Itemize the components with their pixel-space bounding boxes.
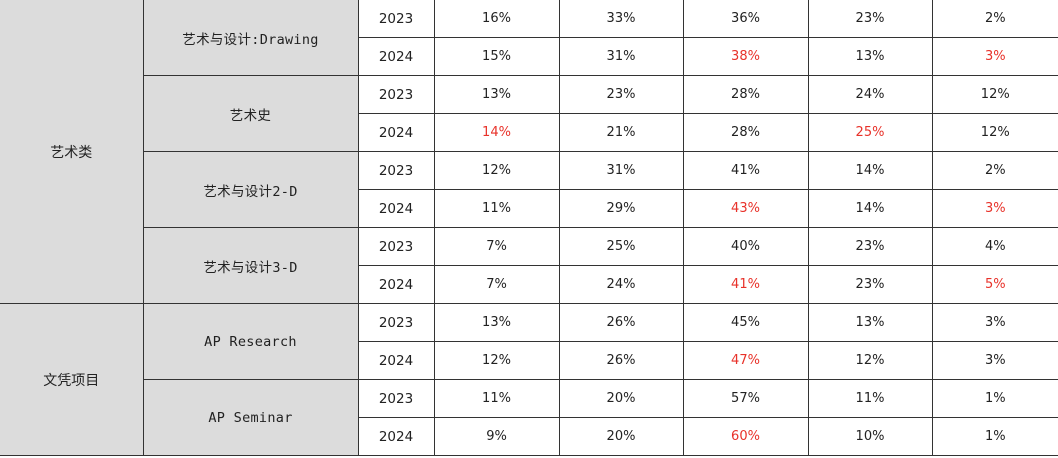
- table-row: 艺术与设计2-D 2023 12% 31% 41% 14% 2%: [0, 151, 1058, 228]
- percentage-cell: 31%: [558, 151, 683, 190]
- percentage-cell: 13%: [807, 303, 932, 342]
- percentage-cell: 26%: [558, 341, 683, 380]
- percentage-cell: 25%: [807, 113, 932, 152]
- percentage-cell: 2%: [931, 0, 1058, 38]
- percentage-cell: 13%: [807, 37, 932, 76]
- year-cell: 2024: [357, 417, 434, 456]
- percentage-cell: 60%: [682, 417, 808, 456]
- percentage-cell: 36%: [682, 0, 808, 38]
- percentage-cell: 11%: [433, 189, 559, 228]
- percentage-cell: 45%: [682, 303, 808, 342]
- category-cell: 艺术类: [0, 0, 143, 304]
- percentage-cell: 14%: [433, 113, 559, 152]
- percentage-cell: 2%: [931, 151, 1058, 190]
- category-cell: 文凭项目: [0, 303, 143, 456]
- percentage-cell: 43%: [682, 189, 808, 228]
- percentage-cell: 4%: [931, 227, 1058, 266]
- year-cell: 2023: [357, 0, 434, 38]
- table-row: 文凭项目 AP Research 2023 13% 26% 45% 13% 3%: [0, 303, 1058, 456]
- year-cell: 2023: [357, 303, 434, 342]
- percentage-cell: 10%: [807, 417, 932, 456]
- subject-cell: 艺术与设计:Drawing: [142, 0, 358, 76]
- percentage-cell: 23%: [558, 75, 683, 114]
- percentage-cell: 33%: [558, 0, 683, 38]
- percentage-cell: 25%: [558, 227, 683, 266]
- percentage-cell: 13%: [433, 303, 559, 342]
- year-cell: 2023: [357, 379, 434, 418]
- table-row: 2024 7% 24% 41% 23% 5%: [0, 265, 1058, 304]
- percentage-cell: 13%: [433, 75, 559, 114]
- year-cell: 2023: [357, 151, 434, 190]
- subject-cell: AP Seminar: [142, 379, 358, 456]
- percentage-cell: 12%: [807, 341, 932, 380]
- percentage-cell: 11%: [433, 379, 559, 418]
- percentage-cell: 14%: [807, 151, 932, 190]
- percentage-cell: 31%: [558, 37, 683, 76]
- percentage-cell: 41%: [682, 151, 808, 190]
- subject-cell: 艺术与设计3-D: [142, 227, 358, 304]
- percentage-cell: 23%: [807, 227, 932, 266]
- percentage-cell: 26%: [558, 303, 683, 342]
- year-cell: 2024: [357, 265, 434, 304]
- percentage-cell: 1%: [931, 379, 1058, 418]
- table-row: 艺术与设计3-D 2023 7% 25% 40% 23% 4%: [0, 227, 1058, 304]
- percentage-cell: 29%: [558, 189, 683, 228]
- percentage-cell: 12%: [931, 113, 1058, 152]
- year-cell: 2024: [357, 189, 434, 228]
- subject-cell: 艺术与设计2-D: [142, 151, 358, 228]
- year-cell: 2024: [357, 341, 434, 380]
- year-cell: 2023: [357, 227, 434, 266]
- table-row: 2024 9% 20% 60% 10% 1%: [0, 417, 1058, 456]
- percentage-cell: 23%: [807, 0, 932, 38]
- percentage-cell: 28%: [682, 113, 808, 152]
- subject-cell: 艺术史: [142, 75, 358, 152]
- table-row: 2024 12% 26% 47% 12% 3%: [0, 341, 1058, 380]
- percentage-cell: 47%: [682, 341, 808, 380]
- year-cell: 2024: [357, 37, 434, 76]
- percentage-cell: 57%: [682, 379, 808, 418]
- percentage-cell: 12%: [931, 75, 1058, 114]
- percentage-cell: 3%: [931, 189, 1058, 228]
- percentage-cell: 12%: [433, 151, 559, 190]
- percentage-cell: 5%: [931, 265, 1058, 304]
- percentage-cell: 3%: [931, 341, 1058, 380]
- table-row: 艺术类 艺术与设计:Drawing 2023 16% 33% 36% 23% 2%: [0, 0, 1058, 304]
- percentage-cell: 21%: [558, 113, 683, 152]
- percentage-cell: 1%: [931, 417, 1058, 456]
- table-row: 2024 14% 21% 28% 25% 12%: [0, 113, 1058, 152]
- percentage-cell: 14%: [807, 189, 932, 228]
- percentage-cell: 3%: [931, 37, 1058, 76]
- percentage-cell: 41%: [682, 265, 808, 304]
- percentage-cell: 20%: [558, 379, 683, 418]
- percentage-cell: 28%: [682, 75, 808, 114]
- percentage-cell: 15%: [433, 37, 559, 76]
- subject-cell: AP Research: [142, 303, 358, 380]
- percentage-cell: 40%: [682, 227, 808, 266]
- year-cell: 2023: [357, 75, 434, 114]
- percentage-cell: 23%: [807, 265, 932, 304]
- year-cell: 2024: [357, 113, 434, 152]
- table-row: 2024 15% 31% 38% 13% 3%: [0, 37, 1058, 76]
- percentage-cell: 9%: [433, 417, 559, 456]
- percentage-cell: 7%: [433, 265, 559, 304]
- percentage-cell: 12%: [433, 341, 559, 380]
- percentage-cell: 24%: [807, 75, 932, 114]
- percentage-cell: 16%: [433, 0, 559, 38]
- percentage-cell: 20%: [558, 417, 683, 456]
- percentage-cell: 7%: [433, 227, 559, 266]
- percentage-cell: 11%: [807, 379, 932, 418]
- table-row: 艺术史 2023 13% 23% 28% 24% 12%: [0, 75, 1058, 152]
- percentage-cell: 24%: [558, 265, 683, 304]
- table-row: 2024 11% 29% 43% 14% 3%: [0, 189, 1058, 228]
- percentage-cell: 3%: [931, 303, 1058, 342]
- percentage-cell: 38%: [682, 37, 808, 76]
- table-row: AP Seminar 2023 11% 20% 57% 11% 1%: [0, 379, 1058, 456]
